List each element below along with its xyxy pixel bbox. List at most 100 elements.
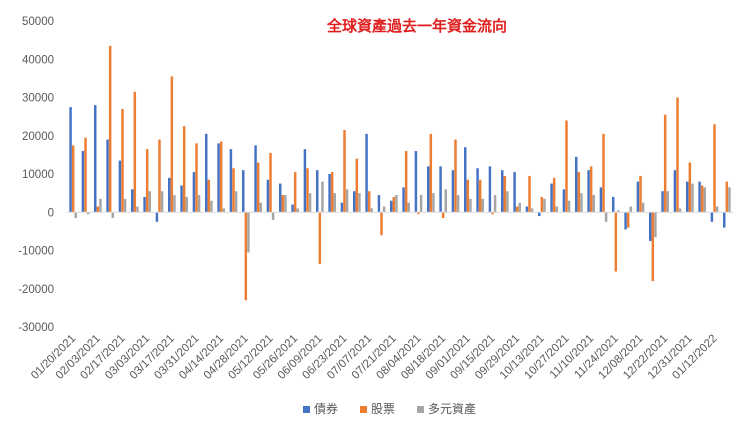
bar xyxy=(592,195,595,213)
bar xyxy=(254,145,257,213)
bar xyxy=(515,206,519,213)
bar xyxy=(562,189,566,213)
y-tick-label: 50000 xyxy=(22,16,54,28)
legend-label: 債券 xyxy=(314,401,338,416)
bar xyxy=(229,149,233,213)
bar xyxy=(234,191,238,213)
bar xyxy=(639,175,642,213)
bar xyxy=(340,202,344,213)
y-tick-label: -20000 xyxy=(18,284,54,296)
bar xyxy=(131,189,134,213)
bar xyxy=(715,206,719,213)
bar xyxy=(636,181,640,213)
bar xyxy=(308,193,312,213)
bar xyxy=(143,196,146,213)
bar xyxy=(624,212,627,230)
bar xyxy=(493,195,497,213)
bar xyxy=(599,187,603,213)
bar xyxy=(688,162,692,213)
bar xyxy=(170,76,174,213)
bar xyxy=(567,200,571,213)
bar xyxy=(303,149,307,213)
bar xyxy=(377,195,381,213)
bar xyxy=(333,193,336,213)
bar xyxy=(575,156,578,213)
bar xyxy=(577,172,581,213)
bar xyxy=(678,208,682,213)
bar xyxy=(550,183,553,213)
bar xyxy=(602,133,605,213)
bar xyxy=(293,172,297,213)
bar xyxy=(205,133,208,213)
bar xyxy=(565,120,568,213)
bar xyxy=(488,166,492,213)
bar xyxy=(121,108,124,213)
bar xyxy=(407,202,410,213)
legend-swatch xyxy=(360,406,367,413)
bar xyxy=(318,212,322,264)
bar xyxy=(725,181,729,213)
bar xyxy=(358,193,361,213)
bar xyxy=(441,212,445,218)
bar xyxy=(429,133,433,213)
bar xyxy=(296,208,299,213)
bar xyxy=(353,191,356,213)
bar xyxy=(629,206,632,213)
bar xyxy=(587,170,590,213)
bar xyxy=(158,139,161,213)
bar xyxy=(661,191,664,213)
series-2 xyxy=(71,45,729,301)
bar xyxy=(540,196,544,213)
bar xyxy=(427,166,430,213)
bar xyxy=(106,139,109,213)
legend-item: 多元資產 xyxy=(417,401,476,416)
bar xyxy=(86,212,90,215)
y-tick-label: -10000 xyxy=(18,246,54,258)
bar xyxy=(380,212,383,236)
bar xyxy=(256,162,260,213)
bar xyxy=(306,168,309,213)
bar xyxy=(222,208,225,213)
bar xyxy=(451,170,455,213)
bar xyxy=(232,168,235,213)
bar xyxy=(404,151,408,213)
bar xyxy=(525,206,529,213)
bar xyxy=(700,185,704,213)
bar xyxy=(284,195,287,213)
bar xyxy=(84,137,87,213)
bar xyxy=(651,212,655,282)
bar xyxy=(390,200,393,213)
bar xyxy=(210,200,213,213)
bar xyxy=(543,198,546,213)
bar xyxy=(271,212,275,220)
bar xyxy=(392,196,396,213)
bar xyxy=(367,191,371,213)
bar xyxy=(555,206,558,213)
bar xyxy=(469,198,472,213)
series-3 xyxy=(74,181,731,253)
legend-label: 多元資產 xyxy=(428,401,476,416)
bar xyxy=(466,179,470,213)
bar xyxy=(219,141,223,213)
bar xyxy=(133,91,137,213)
bar xyxy=(530,208,534,213)
bar xyxy=(402,187,405,213)
legend-item: 股票 xyxy=(360,402,395,416)
bar xyxy=(345,189,349,213)
bar xyxy=(552,177,556,213)
bar xyxy=(491,212,494,215)
legend: 債券 股票 多元資產 xyxy=(303,401,476,416)
bar xyxy=(321,181,324,213)
bar xyxy=(266,179,270,213)
bar xyxy=(713,124,716,213)
bar xyxy=(686,181,689,213)
bar xyxy=(217,143,220,213)
y-tick-label: 20000 xyxy=(22,131,54,143)
bar xyxy=(365,133,368,213)
bar xyxy=(513,172,516,213)
x-axis-tick-labels: 01/20/202102/03/202102/17/202103/03/2021… xyxy=(29,333,720,382)
bar xyxy=(145,149,149,213)
bar xyxy=(123,198,127,213)
bar xyxy=(506,191,509,213)
bar xyxy=(259,202,262,213)
